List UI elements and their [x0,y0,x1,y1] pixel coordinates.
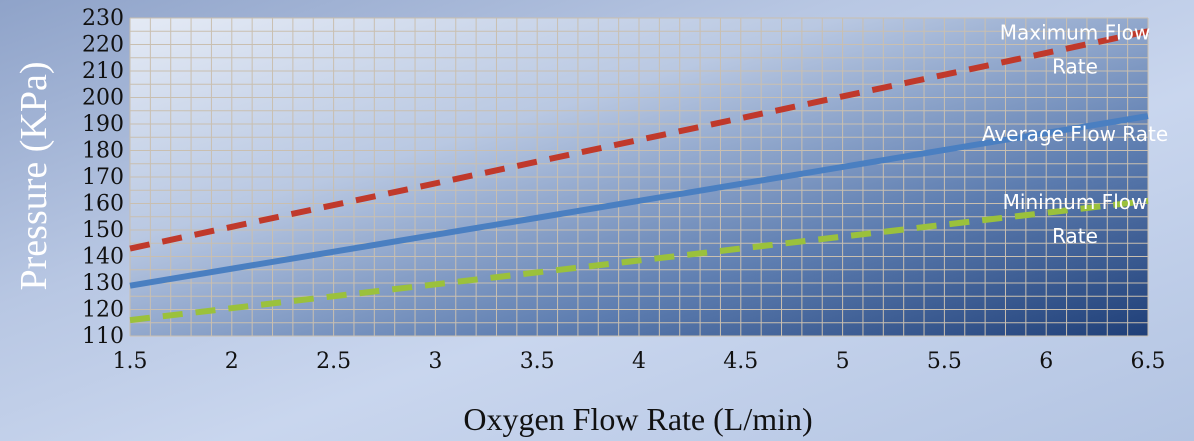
x-tick-label: 2 [225,349,239,374]
x-axis-label: Oxygen Flow Rate (L/min) [463,401,812,437]
y-tick-label: 210 [82,59,124,84]
x-tick-label: 4 [632,349,646,374]
y-tick-label: 140 [82,245,124,270]
series-annotation-label: Minimum Flow [1003,190,1148,214]
x-tick-label: 5.5 [927,349,962,374]
y-tick-label: 220 [82,33,124,58]
series-annotations: Maximum Flow Rate Average Flow Rate Minimum… [982,20,1168,248]
series-annotation-label: Rate [1052,54,1098,78]
y-tick-label: 190 [82,112,124,137]
x-tick-label: 5 [836,349,850,374]
y-tick-label: 180 [82,139,124,164]
y-tick-label: 200 [82,86,124,111]
y-tick-label: 160 [82,192,124,217]
y-tick-label: 150 [82,218,124,243]
y-tick-label: 110 [82,324,124,349]
series-annotation-label: Rate [1052,224,1098,248]
series-line-maximum-flow-rate [129,28,1149,252]
y-tick-label: 130 [82,271,124,296]
series-line-average-flow-rate [129,113,1149,289]
x-axis-ticks: 1.5 2 2.5 3 3.5 4 4.5 5 5.5 6 6.5 [113,349,1166,374]
y-tick-label: 230 [82,6,124,31]
x-tick-label: 4.5 [723,349,758,374]
series-annotation-label: Average Flow Rate [982,122,1168,146]
x-tick-label: 6 [1039,349,1053,374]
y-tick-label: 170 [82,165,124,190]
series-annotation-label: Maximum Flow [1000,20,1151,44]
x-tick-label: 2.5 [316,349,351,374]
y-axis-label: Pressure (KPa) [13,61,55,290]
x-tick-label: 3 [428,349,442,374]
series-group [129,28,1149,324]
x-tick-label: 6.5 [1131,349,1166,374]
series-line-minimum-flow-rate [129,197,1149,324]
y-tick-label: 120 [82,298,124,323]
x-tick-label: 3.5 [520,349,555,374]
x-tick-label: 1.5 [113,349,148,374]
